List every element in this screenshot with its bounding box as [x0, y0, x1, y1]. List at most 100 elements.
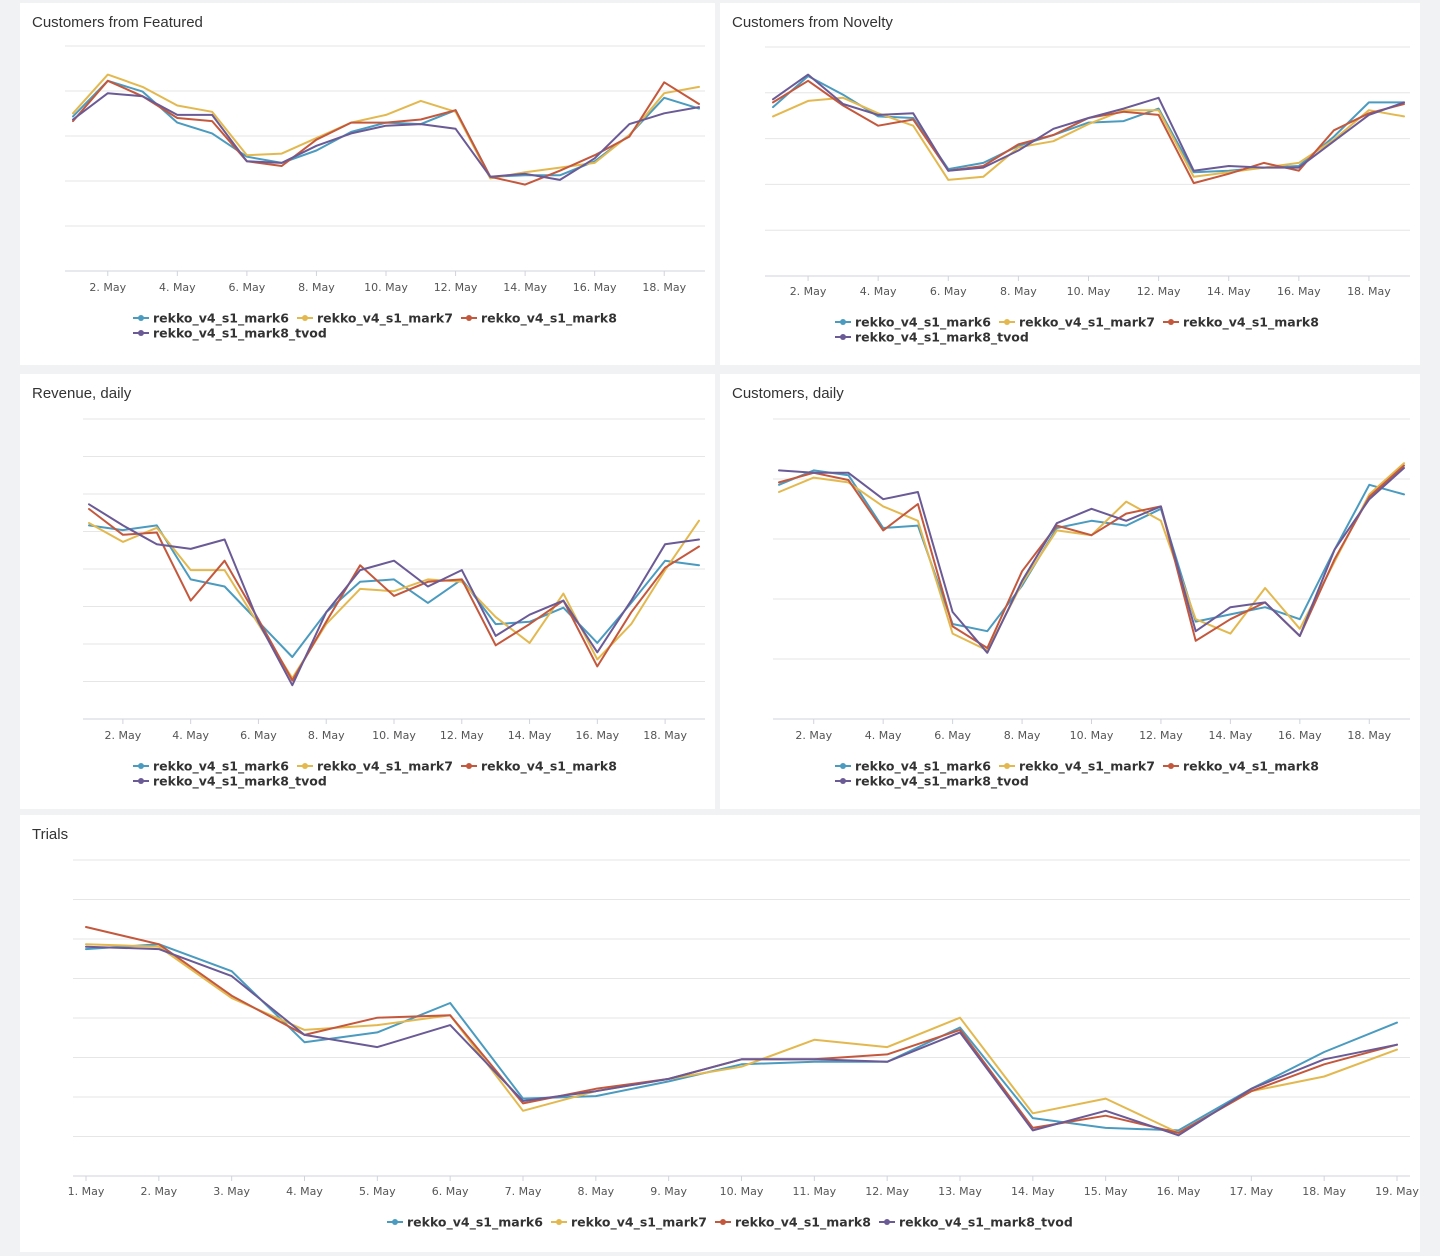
legend-item-rekko_v4_s1_mark8[interactable]: rekko_v4_s1_mark8 [715, 1215, 871, 1231]
legend-item-rekko_v4_s1_mark8_tvod[interactable]: rekko_v4_s1_mark8_tvod [835, 330, 1029, 346]
x-tick-label: 10. May [720, 1185, 764, 1198]
legend-label: rekko_v4_s1_mark8 [735, 1215, 871, 1231]
x-tick-label: 10. May [1067, 285, 1111, 298]
x-tick-label: 4. May [865, 729, 902, 742]
legend-item-rekko_v4_s1_mark8[interactable]: rekko_v4_s1_mark8 [1163, 315, 1319, 331]
legend-label: rekko_v4_s1_mark8_tvod [855, 330, 1029, 346]
x-tick-label: 17. May [1229, 1185, 1273, 1198]
x-tick-label: 19. May [1375, 1185, 1419, 1198]
panel-customers-from-featured: Customers from Featured 2. May 4. May 6. M… [20, 3, 715, 365]
legend-swatch-marker [392, 1219, 398, 1225]
legend-item-rekko_v4_s1_mark6[interactable]: rekko_v4_s1_mark6 [387, 1215, 543, 1231]
legend-label: rekko_v4_s1_mark6 [153, 759, 289, 775]
series-line-rekko_v4_s1_mark8_tvod[interactable] [85, 945, 1398, 1137]
x-tick-label: 12. May [434, 281, 478, 294]
series-line-rekko_v4_s1_mark6[interactable] [88, 524, 700, 658]
legend-item-rekko_v4_s1_mark8_tvod[interactable]: rekko_v4_s1_mark8_tvod [835, 774, 1029, 790]
x-tick-label: 14. May [1011, 1185, 1055, 1198]
series-line-rekko_v4_s1_mark7[interactable] [72, 73, 700, 180]
series-line-rekko_v4_s1_mark6[interactable] [72, 79, 700, 178]
legend-swatch-marker [1004, 763, 1010, 769]
legend-swatch-marker [302, 315, 308, 321]
x-tick-label: 8. May [308, 729, 345, 742]
legend-item-rekko_v4_s1_mark8_tvod[interactable]: rekko_v4_s1_mark8_tvod [133, 326, 327, 342]
legend-label: rekko_v4_s1_mark8_tvod [153, 774, 327, 790]
chart-title: Revenue, daily [32, 385, 132, 402]
x-tick-label: 14. May [508, 729, 552, 742]
legend-item-rekko_v4_s1_mark6[interactable]: rekko_v4_s1_mark6 [835, 315, 991, 331]
legend-item-rekko_v4_s1_mark8_tvod[interactable]: rekko_v4_s1_mark8_tvod [879, 1215, 1073, 1231]
x-tick-label: 10. May [1070, 729, 1114, 742]
series-line-rekko_v4_s1_mark7[interactable] [85, 943, 1398, 1134]
legend-label: rekko_v4_s1_mark7 [1019, 759, 1155, 775]
x-tick-label: 16. May [573, 281, 617, 294]
legend-label: rekko_v4_s1_mark8 [481, 311, 617, 327]
legend-label: rekko_v4_s1_mark8_tvod [899, 1215, 1073, 1231]
x-tick-label: 18. May [1347, 285, 1391, 298]
series-line-rekko_v4_s1_mark8[interactable] [85, 926, 1398, 1134]
x-tick-label: 14. May [1207, 285, 1251, 298]
legend-swatch-marker [466, 763, 472, 769]
legend-item-rekko_v4_s1_mark7[interactable]: rekko_v4_s1_mark7 [297, 759, 453, 775]
series-line-rekko_v4_s1_mark8[interactable] [88, 508, 700, 682]
legend-item-rekko_v4_s1_mark8[interactable]: rekko_v4_s1_mark8 [461, 311, 617, 327]
legend-item-rekko_v4_s1_mark8[interactable]: rekko_v4_s1_mark8 [1163, 759, 1319, 775]
legend-item-rekko_v4_s1_mark6[interactable]: rekko_v4_s1_mark6 [133, 759, 289, 775]
x-tick-label: 4. May [860, 285, 897, 298]
legend-swatch-marker [884, 1219, 890, 1225]
series-line-rekko_v4_s1_mark6[interactable] [778, 469, 1405, 633]
legend-swatch-marker [840, 334, 846, 340]
x-tick-label: 2. May [105, 729, 142, 742]
legend-item-rekko_v4_s1_mark8[interactable]: rekko_v4_s1_mark8 [461, 759, 617, 775]
series-line-rekko_v4_s1_mark8_tvod[interactable] [778, 467, 1405, 654]
legend-label: rekko_v4_s1_mark8 [481, 759, 617, 775]
chart-svg-featured: 2. May 4. May 6. May 8. May 10. May 12. May 14… [65, 45, 705, 342]
x-tick-label: 7. May [505, 1185, 542, 1198]
series-line-rekko_v4_s1_mark6[interactable] [85, 943, 1398, 1132]
series-line-rekko_v4_s1_mark8[interactable] [72, 79, 700, 186]
panel-trials: Trials 1. May 2. May 3. May 4. May 5. May 6. … [20, 815, 1420, 1252]
x-tick-label: 3. May [213, 1185, 250, 1198]
series-line-rekko_v4_s1_mark8_tvod[interactable] [772, 73, 1405, 172]
x-tick-label: 6. May [432, 1185, 469, 1198]
legend-label: rekko_v4_s1_mark7 [1019, 315, 1155, 331]
x-tick-label: 16. May [1277, 285, 1321, 298]
legend-item-rekko_v4_s1_mark7[interactable]: rekko_v4_s1_mark7 [297, 311, 453, 327]
legend-swatch-marker [466, 315, 472, 321]
x-tick-label: 2. May [140, 1185, 177, 1198]
x-tick-label: 1. May [68, 1185, 105, 1198]
legend-item-rekko_v4_s1_mark7[interactable]: rekko_v4_s1_mark7 [551, 1215, 707, 1231]
legend-label: rekko_v4_s1_mark8_tvod [153, 326, 327, 342]
legend-item-rekko_v4_s1_mark6[interactable]: rekko_v4_s1_mark6 [133, 311, 289, 327]
legend-label: rekko_v4_s1_mark6 [153, 311, 289, 327]
x-tick-label: 16. May [575, 729, 619, 742]
legend-swatch-marker [556, 1219, 562, 1225]
series-line-rekko_v4_s1_mark7[interactable] [772, 96, 1405, 181]
legend-label: rekko_v4_s1_mark7 [317, 759, 453, 775]
legend-label: rekko_v4_s1_mark8 [1183, 315, 1319, 331]
series-line-rekko_v4_s1_mark6[interactable] [772, 75, 1405, 174]
x-tick-label: 14. May [1209, 729, 1253, 742]
legend-item-rekko_v4_s1_mark6[interactable]: rekko_v4_s1_mark6 [835, 759, 991, 775]
x-tick-label: 18. May [643, 729, 687, 742]
x-tick-label: 9. May [650, 1185, 687, 1198]
legend-item-rekko_v4_s1_mark7[interactable]: rekko_v4_s1_mark7 [999, 315, 1155, 331]
series-line-rekko_v4_s1_mark8_tvod[interactable] [72, 92, 700, 181]
legend-swatch-marker [138, 778, 144, 784]
x-tick-label: 6. May [930, 285, 967, 298]
legend-item-rekko_v4_s1_mark7[interactable]: rekko_v4_s1_mark7 [999, 759, 1155, 775]
x-tick-label: 10. May [372, 729, 416, 742]
x-tick-label: 6. May [229, 281, 266, 294]
x-tick-label: 2. May [89, 281, 126, 294]
series-line-rekko_v4_s1_mark8_tvod[interactable] [88, 503, 700, 687]
legend-swatch-marker [302, 763, 308, 769]
series-line-rekko_v4_s1_mark8[interactable] [778, 464, 1405, 649]
legend-item-rekko_v4_s1_mark8_tvod[interactable]: rekko_v4_s1_mark8_tvod [133, 774, 327, 790]
x-tick-label: 13. May [938, 1185, 982, 1198]
x-tick-label: 2. May [790, 285, 827, 298]
series-line-rekko_v4_s1_mark8[interactable] [772, 79, 1405, 185]
x-tick-label: 12. May [1139, 729, 1183, 742]
x-tick-label: 11. May [792, 1185, 836, 1198]
x-tick-label: 10. May [364, 281, 408, 294]
series-line-rekko_v4_s1_mark7[interactable] [88, 519, 700, 680]
